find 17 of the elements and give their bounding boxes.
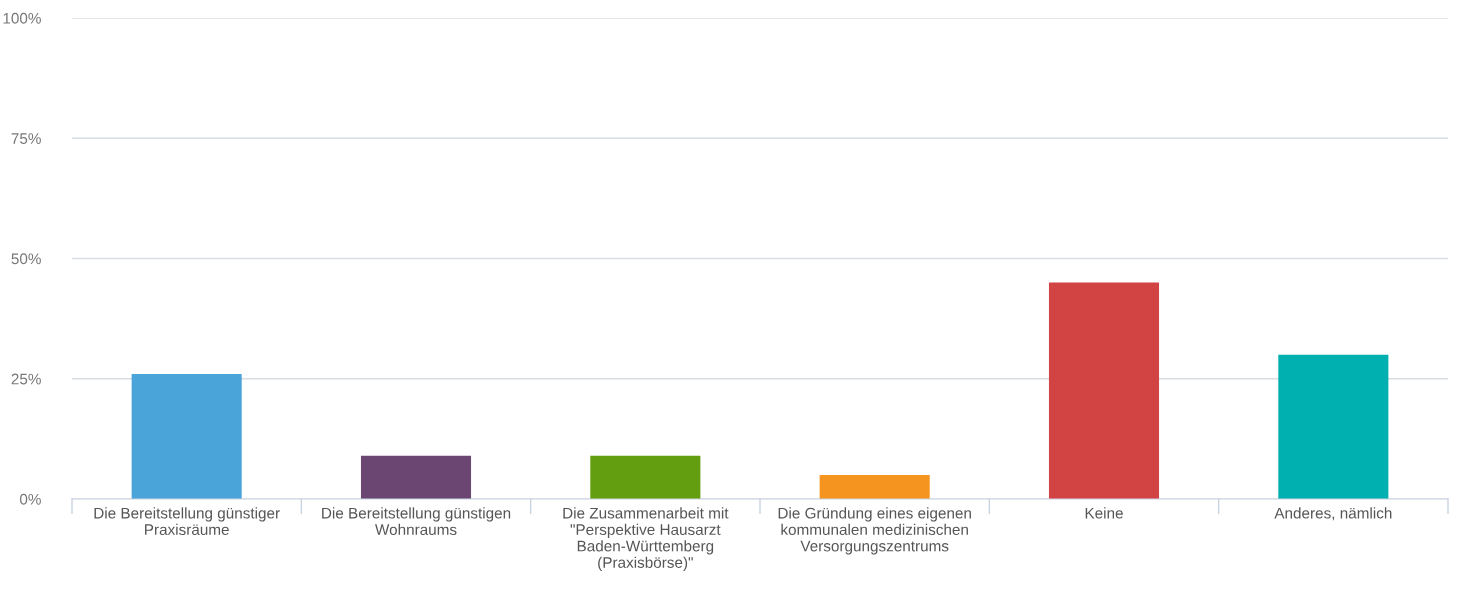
x-tick-label: Die Gründung eines eigenen kommunalen medizinischen Versorgungszentrums (778, 507, 971, 555)
y-tick-label: 75% (11, 133, 41, 144)
bar (1048, 282, 1160, 499)
x-tick-label: Die Bereitstellung günstigen Wohnraums (322, 507, 511, 536)
x-tick-label: Anderes, nämlich (1274, 507, 1392, 521)
y-tick-label: 100% (3, 12, 41, 24)
x-tick-label: Die Bereitstellung günstiger Praxisräume (94, 507, 280, 536)
y-tick-label: 25% (11, 373, 41, 385)
x-tick-label: Keine (1085, 507, 1123, 519)
x-tick-label: Die Zusammenarbeit mit "Perspektive Hausarzt Baden-Württemberg (Praxisbörse)" (563, 507, 729, 571)
bar (131, 373, 242, 499)
bar (819, 474, 930, 499)
bar (1278, 354, 1389, 499)
y-tick-label: 50% (11, 253, 41, 265)
bar (360, 455, 472, 499)
y-tick-label: 0% (19, 493, 41, 505)
bar (590, 455, 701, 499)
